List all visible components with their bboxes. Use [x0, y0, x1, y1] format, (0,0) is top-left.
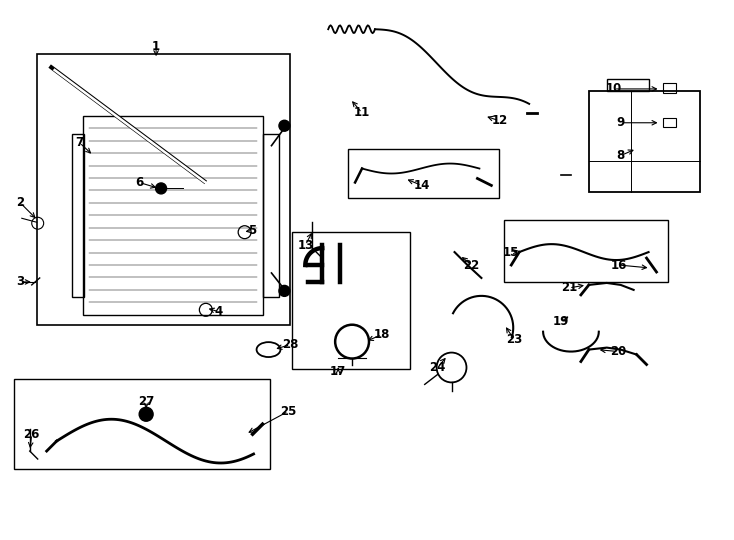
Circle shape: [139, 407, 153, 421]
Text: 3: 3: [15, 275, 24, 288]
Text: 25: 25: [280, 405, 297, 418]
Bar: [348, 148, 499, 198]
Text: 17: 17: [330, 365, 346, 378]
Text: 10: 10: [606, 83, 622, 96]
Bar: [607, 79, 649, 91]
Bar: [589, 91, 700, 192]
Circle shape: [156, 183, 167, 194]
Text: 20: 20: [611, 345, 627, 358]
Bar: [664, 83, 677, 93]
Bar: [292, 232, 410, 369]
Bar: [664, 118, 677, 127]
Text: 19: 19: [553, 315, 569, 328]
Text: 24: 24: [429, 361, 446, 374]
Text: 27: 27: [138, 395, 154, 408]
Bar: [504, 220, 669, 282]
Text: 9: 9: [617, 116, 625, 129]
Text: 13: 13: [297, 239, 313, 252]
Text: 5: 5: [249, 224, 257, 237]
Bar: [263, 134, 280, 297]
Text: 2: 2: [15, 196, 24, 209]
Circle shape: [279, 286, 290, 296]
Text: 7: 7: [76, 136, 84, 149]
Text: 22: 22: [463, 259, 479, 272]
Text: 4: 4: [214, 305, 223, 318]
Text: 15: 15: [503, 246, 520, 259]
Text: 8: 8: [617, 149, 625, 162]
Text: 1: 1: [152, 39, 160, 53]
Text: 21: 21: [561, 281, 577, 294]
Text: 23: 23: [506, 333, 523, 346]
Text: 11: 11: [354, 106, 370, 119]
Text: 12: 12: [491, 114, 507, 127]
Text: 28: 28: [282, 338, 299, 351]
Circle shape: [279, 120, 290, 131]
Text: 26: 26: [23, 428, 40, 441]
Text: 14: 14: [413, 179, 430, 192]
Bar: [37, 54, 291, 325]
Text: 6: 6: [135, 176, 143, 189]
Text: 18: 18: [374, 328, 390, 341]
Bar: [84, 116, 263, 315]
Bar: [71, 134, 84, 297]
Text: 16: 16: [611, 259, 627, 272]
Bar: [14, 380, 271, 469]
